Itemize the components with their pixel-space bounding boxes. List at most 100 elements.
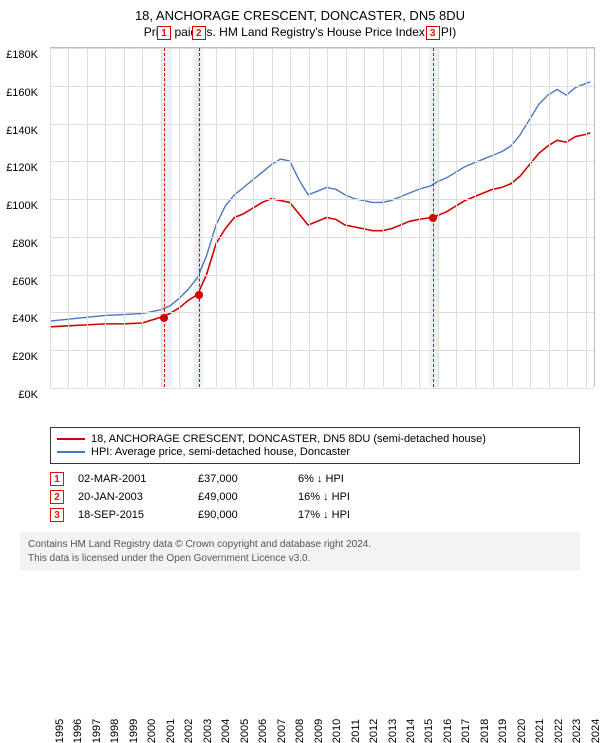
xtick-label: 2004 [220,719,232,743]
xtick-label: 2014 [405,719,417,743]
sale-row-date: 18-SEP-2015 [78,509,198,521]
gridline-v [364,48,365,387]
xtick-label: 2016 [442,719,454,743]
title-block: 18, ANCHORAGE CRESCENT, DONCASTER, DN5 8… [10,8,590,39]
gridline-v [68,48,69,387]
legend-label: HPI: Average price, semi-detached house,… [91,446,350,458]
gridline-v [161,48,162,387]
sale-row-delta: 6% ↓ HPI [298,473,418,485]
xtick-label: 2000 [146,719,158,743]
xtick-label: 2015 [423,719,435,743]
sale-row-num: 2 [50,490,64,504]
xtick-label: 2010 [331,719,343,743]
legend: 18, ANCHORAGE CRESCENT, DONCASTER, DN5 8… [50,427,580,464]
gridline-v [401,48,402,387]
chart-plot-area: 123 [50,47,595,387]
ytick-label: £80K [0,238,38,250]
xtick-label: 2003 [202,719,214,743]
gridline-v [50,48,51,387]
sale-marker-num: 1 [157,26,171,40]
legend-swatch [57,438,85,440]
sale-dashed-line [164,48,165,387]
title-address: 18, ANCHORAGE CRESCENT, DONCASTER, DN5 8… [10,8,590,23]
sale-row-num: 3 [50,508,64,522]
gridline-v [142,48,143,387]
gridline-v [549,48,550,387]
sale-dot [429,214,437,222]
sale-row-delta: 17% ↓ HPI [298,509,418,521]
gridline-v [567,48,568,387]
report-container: 18, ANCHORAGE CRESCENT, DONCASTER, DN5 8… [0,0,600,579]
footer-line2: This data is licensed under the Open Gov… [28,552,572,566]
xtick-label: 2007 [276,719,288,743]
legend-swatch [57,451,85,453]
gridline-v [530,48,531,387]
gridline-v [438,48,439,387]
gridline-v [327,48,328,387]
xtick-label: 2018 [479,719,491,743]
xtick-label: 2006 [257,719,269,743]
sale-row: 2 20-JAN-2003£49,00016% ↓ HPI [50,490,580,504]
xtick-label: 2019 [497,719,509,743]
gridline-v [419,48,420,387]
legend-item: 18, ANCHORAGE CRESCENT, DONCASTER, DN5 8… [57,433,573,445]
ytick-label: £120K [0,162,38,174]
ytick-label: £180K [0,49,38,61]
title-subtitle: Price paid vs. HM Land Registry's House … [10,25,590,39]
xtick-label: 2011 [350,719,362,743]
xtick-label: 2024 [590,719,600,743]
xtick-label: 2023 [571,719,583,743]
series-line [50,82,590,321]
xtick-label: 2002 [183,719,195,743]
gridline-v [512,48,513,387]
footer-line1: Contains HM Land Registry data © Crown c… [28,538,572,552]
gridline-v [383,48,384,387]
xtick-label: 1998 [109,719,121,743]
gridline-v [179,48,180,387]
sale-row: 3 18-SEP-2015£90,00017% ↓ HPI [50,508,580,522]
gridline-v [586,48,587,387]
sale-row-delta: 16% ↓ HPI [298,491,418,503]
xtick-label: 1999 [128,719,140,743]
gridline-v [105,48,106,387]
sale-row-num: 1 [50,472,64,486]
xtick-label: 2009 [313,719,325,743]
gridline-v [346,48,347,387]
sale-row-date: 02-MAR-2001 [78,473,198,485]
x-axis-labels: 1995199619971998199920002001200220032004… [50,387,595,421]
gridline-v [216,48,217,387]
xtick-label: 1996 [72,719,84,743]
xtick-label: 2001 [165,719,177,743]
gridline-v [290,48,291,387]
sale-dot [160,314,168,322]
legend-item: HPI: Average price, semi-detached house,… [57,446,573,458]
legend-label: 18, ANCHORAGE CRESCENT, DONCASTER, DN5 8… [91,433,486,445]
sales-table: 1 02-MAR-2001£37,0006% ↓ HPI 2 20-JAN-2003£… [50,472,580,522]
sale-marker-num: 2 [192,26,206,40]
ytick-label: £100K [0,200,38,212]
sale-row-price: £90,000 [198,509,298,521]
xtick-label: 1995 [54,719,66,743]
gridline-v [309,48,310,387]
sale-row-date: 20-JAN-2003 [78,491,198,503]
ytick-label: £140K [0,125,38,137]
xtick-label: 2022 [553,719,565,743]
gridline-v [272,48,273,387]
xtick-label: 2012 [368,719,380,743]
sale-dot [195,291,203,299]
sale-row-price: £37,000 [198,473,298,485]
gridline-v [124,48,125,387]
sale-marker-num: 3 [426,26,440,40]
xtick-label: 1997 [91,719,103,743]
sale-row-price: £49,000 [198,491,298,503]
gridline-v [87,48,88,387]
ytick-label: £160K [0,87,38,99]
sale-dashed-line [199,48,200,387]
xtick-label: 2008 [294,719,306,743]
gridline-v [475,48,476,387]
gridline-v [456,48,457,387]
xtick-label: 2020 [516,719,528,743]
gridline-v [253,48,254,387]
xtick-label: 2005 [239,719,251,743]
ytick-label: £40K [0,313,38,325]
